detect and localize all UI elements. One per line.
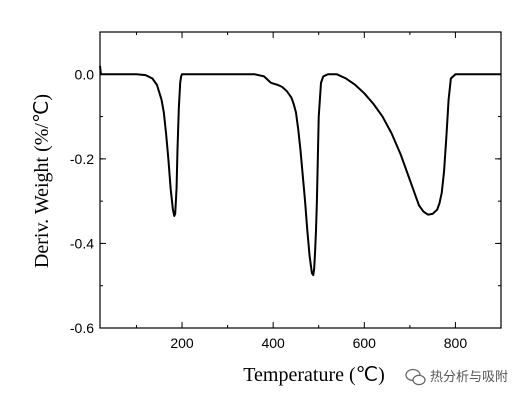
series-line bbox=[99, 65, 501, 277]
watermark: 热分析与吸附 bbox=[405, 368, 508, 386]
x-tick-label: 400 bbox=[261, 335, 285, 351]
watermark-text: 热分析与吸附 bbox=[430, 370, 508, 385]
wechat-icon bbox=[405, 368, 426, 386]
x-tick-label: 200 bbox=[170, 335, 194, 351]
y-axis-title: Deriv. Weight (%/℃) bbox=[31, 94, 53, 268]
x-tick-label: 800 bbox=[444, 335, 468, 351]
y-tick-label: -0.6 bbox=[70, 320, 94, 336]
y-tick-label: 0.0 bbox=[75, 66, 95, 82]
x-axis-title: Temperature (℃) bbox=[243, 364, 385, 386]
x-tick-label: 600 bbox=[353, 335, 377, 351]
plot-frame bbox=[99, 31, 502, 329]
y-tick-label: -0.4 bbox=[70, 235, 94, 251]
y-tick-label: -0.2 bbox=[70, 151, 94, 167]
